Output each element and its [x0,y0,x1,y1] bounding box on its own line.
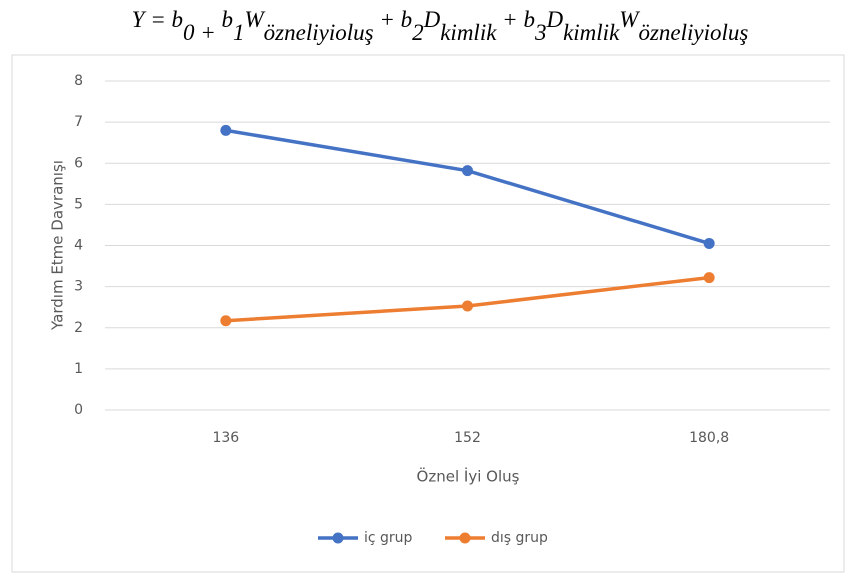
title-part: W [245,7,266,32]
point [703,237,715,249]
y-tick-label: 8 [74,73,83,89]
point [220,124,232,136]
y-tick-label: 2 [74,320,83,336]
y-tick-label: 3 [74,279,83,295]
x-tick-label: 152 [454,430,481,446]
title-subscript: özneliyioluş [264,20,374,45]
title-subscript: kimlik [563,20,620,45]
legend-label: iç grup [364,530,413,546]
title-part: D [423,7,441,32]
x-axis-label: Öznel İyi Oluş [417,467,520,486]
y-tick-label: 5 [74,196,83,212]
title-part: Y = b [132,7,183,32]
chart-title: Y = b0 + b1Wözneliyioluş + b2Dkimlik + b… [132,7,749,45]
legend-marker [459,532,471,544]
point [703,272,715,284]
point [220,315,232,327]
title-subscript: 0 + [183,20,216,45]
x-tick-label: 136 [212,430,239,446]
chart-frame [11,54,845,573]
title-subscript: 3 [534,20,547,45]
title-part: W [619,7,640,32]
point [462,165,473,177]
y-tick-label: 7 [74,114,83,130]
x-tick-label: 180,8 [689,430,729,446]
legend-label: dış grup [491,530,548,546]
y-tick-label: 1 [74,361,83,377]
title-subscript: kimlik [440,20,497,45]
title-part: b [216,7,233,32]
y-tick-label: 0 [74,402,83,418]
y-tick-label: 4 [74,238,83,254]
title-part: + b [496,7,535,32]
title-subscript: 2 [412,20,424,45]
legend-marker [332,532,344,544]
y-axis-label: Yardım Etme Davranışı [49,160,67,331]
title-subscript: 1 [233,20,245,45]
point [462,300,473,312]
y-tick-label: 6 [74,155,83,171]
title-subscript: özneliyioluş [638,20,748,45]
title-part: D [545,7,563,32]
title-part: + b [374,7,413,32]
